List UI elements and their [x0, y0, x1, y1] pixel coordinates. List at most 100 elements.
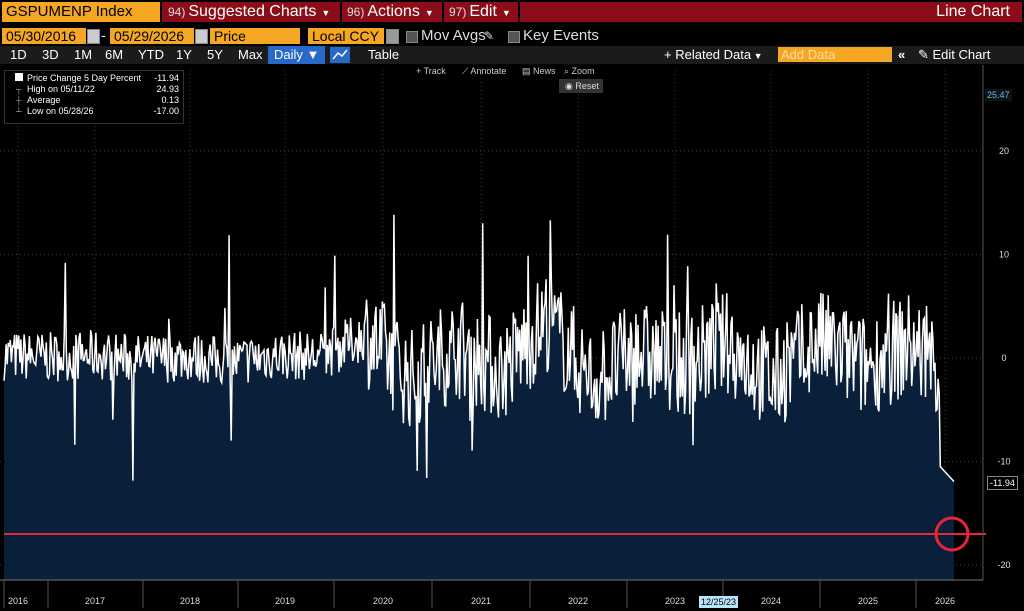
date-range-dash: -	[101, 27, 106, 43]
range-5y[interactable]: 5Y	[207, 47, 223, 62]
x-tick-label: 2022	[568, 596, 588, 606]
menu-divider	[518, 2, 520, 22]
track-label: Track	[423, 66, 446, 76]
collapse-icon[interactable]: «	[898, 47, 906, 62]
legend-row: Average 0.13	[27, 95, 179, 106]
menu-label: Suggested Charts	[188, 3, 317, 20]
legend-value: -17.00	[153, 106, 179, 116]
chart-plot[interactable]: 20 10 0 -10 -20 2016 2017 2018 2019 2020 2021 2022 2…	[0, 65, 1024, 611]
range-3d[interactable]: 3D	[42, 47, 59, 62]
news-label: News	[533, 66, 556, 76]
x-tick-label: 2021	[471, 596, 491, 606]
field-select[interactable]: Price Change	[210, 28, 300, 60]
mov-avgs-checkbox[interactable]	[406, 31, 418, 43]
low-highlight-circle	[934, 516, 970, 552]
x-tick-label: 2019	[275, 596, 295, 606]
reset-button[interactable]: ◉ Reset	[559, 79, 603, 93]
frequency-label: Daily	[274, 47, 303, 62]
legend-label: Low on 05/28/26	[27, 106, 94, 116]
high-marker-icon: ┬	[16, 85, 22, 94]
plus-icon: +	[416, 66, 424, 76]
crosshair-date-tag: 12/25/23	[699, 596, 739, 608]
range-1d[interactable]: 1D	[10, 47, 27, 62]
low-marker-icon: ┴	[16, 107, 22, 116]
range-1m[interactable]: 1M	[74, 47, 93, 62]
calendar-icon[interactable]	[87, 29, 100, 44]
end-date-input[interactable]: 05/29/2026	[110, 28, 194, 44]
track-tool[interactable]: + Track	[416, 66, 446, 77]
x-tick-label: 2017	[85, 596, 105, 606]
pencil-icon[interactable]: ✎	[484, 29, 495, 43]
y-tick-label: 0	[1001, 353, 1006, 363]
actions-menu[interactable]: 96) Actions ▼	[347, 2, 434, 22]
plus-icon: +	[664, 47, 676, 62]
edit-chart-button[interactable]: ✎ Edit Chart	[918, 46, 990, 64]
key-events-label: Key Events	[523, 27, 599, 44]
menu-number: 94)	[168, 5, 186, 19]
menu-label: Actions	[367, 3, 420, 20]
start-date-input[interactable]: 05/30/2016	[2, 28, 86, 44]
frequency-select[interactable]: Daily ▼	[268, 46, 326, 64]
magnifier-icon: ⌕	[564, 66, 572, 76]
add-data-input[interactable]: Add Data	[778, 47, 892, 62]
x-tick-label: 2026	[935, 596, 955, 606]
caret-down-icon: ▼	[751, 51, 763, 61]
caret-down-icon: ▼	[306, 47, 320, 62]
edit-menu[interactable]: 97) Edit ▼	[449, 2, 511, 22]
average-marker-icon: ┼	[16, 96, 22, 105]
news-icon: ▤	[522, 66, 534, 76]
line-chart-icon[interactable]	[330, 47, 350, 63]
currency-select[interactable]: Local CCY	[308, 28, 384, 44]
range-max[interactable]: Max	[238, 47, 263, 62]
x-tick-label: 2016	[8, 596, 28, 606]
annotate-icon: ⟋	[462, 66, 471, 76]
caret-down-icon: ▼	[501, 8, 511, 18]
y-tick-label: 20	[999, 146, 1009, 156]
annotate-label: Annotate	[470, 66, 507, 76]
legend: ┬ ┼ ┴ Price Change 5 Day Percent -11.94 H…	[4, 70, 184, 124]
range-6m[interactable]: 6M	[105, 47, 124, 62]
dropdown-arrow-icon[interactable]	[386, 29, 399, 44]
x-tick-label: 2023	[665, 596, 685, 606]
chart-type-label: Line Chart	[936, 3, 1010, 20]
series-line	[3, 214, 955, 483]
key-events-checkbox[interactable]	[508, 31, 520, 43]
x-tick-label: 2020	[373, 596, 393, 606]
zoom-tool[interactable]: ⌕ Zoom	[564, 66, 595, 77]
range-ytd[interactable]: YTD	[138, 47, 164, 62]
y-tick-label: -10	[997, 457, 1010, 467]
high-value-tag: 25.47	[985, 89, 1012, 101]
x-tick-label: 2025	[858, 596, 878, 606]
annotate-tool[interactable]: ⟋ Annotate	[462, 66, 506, 77]
legend-swatch[interactable]	[15, 73, 23, 81]
menu-number: 96)	[347, 5, 365, 19]
legend-value: 0.13	[161, 95, 179, 105]
related-data-label: Related Data	[675, 47, 752, 62]
legend-row: High on 05/11/22 24.93	[27, 84, 179, 95]
last-value-tag: -11.94	[987, 476, 1018, 490]
legend-row: Low on 05/28/26 -17.00	[27, 106, 179, 117]
legend-value: 24.93	[156, 84, 179, 94]
reset-icon: ◉	[565, 81, 576, 91]
suggested-charts-menu[interactable]: 94) Suggested Charts ▼	[168, 2, 330, 22]
menu-number: 97)	[449, 5, 467, 19]
caret-down-icon: ▼	[424, 8, 434, 18]
legend-label: Average	[27, 95, 61, 105]
reset-label: Reset	[575, 81, 599, 91]
news-tool[interactable]: ▤ News	[522, 66, 556, 77]
table-button[interactable]: Table	[368, 47, 400, 62]
legend-label: Price Change 5 Day Percent	[27, 73, 142, 83]
caret-down-icon: ▼	[321, 8, 331, 18]
y-tick-label: -20	[997, 560, 1010, 570]
menu-label: Edit	[469, 3, 497, 20]
calendar-icon[interactable]	[195, 29, 208, 44]
legend-label: High on 05/11/22	[27, 84, 95, 94]
ticker-field[interactable]: GSPUMENP Index	[2, 2, 160, 22]
related-data-button[interactable]: + Related Data ▼	[664, 46, 763, 64]
edit-chart-label: Edit Chart	[932, 47, 991, 62]
zoom-label: Zoom	[571, 66, 595, 76]
mov-avgs-label: Mov Avgs	[421, 27, 486, 44]
range-1y[interactable]: 1Y	[176, 47, 192, 62]
x-tick-label: 2024	[761, 596, 781, 606]
legend-value: -11.94	[154, 73, 179, 83]
